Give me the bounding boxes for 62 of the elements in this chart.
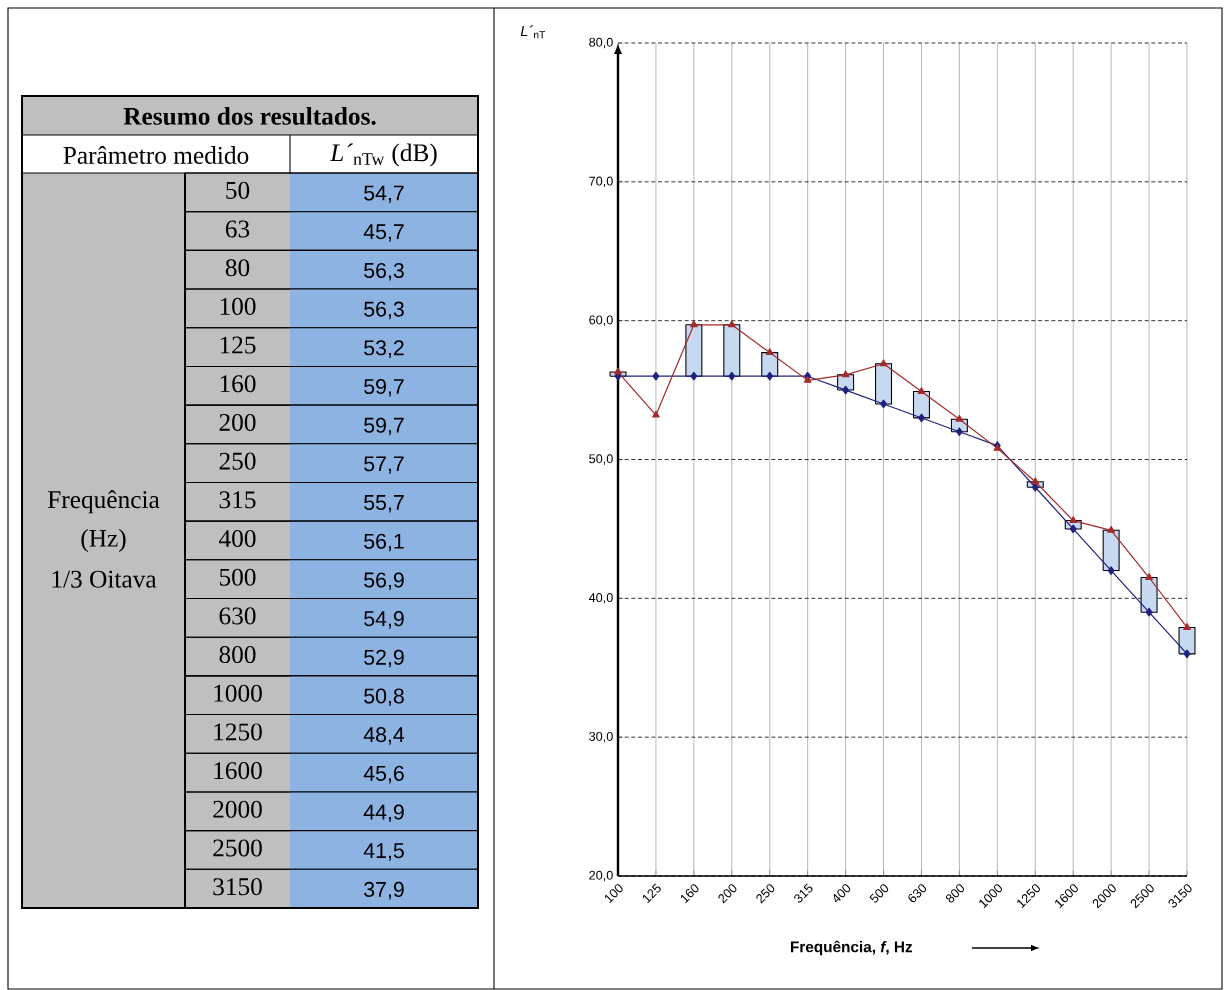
y-tick-label: 80,0: [589, 37, 613, 49]
text: 56,9: [364, 572, 404, 590]
text: 44,9: [363, 804, 404, 823]
x-tick-label: 400: [833, 884, 851, 903]
text: 57,7: [364, 456, 404, 474]
text: 56,3: [364, 301, 404, 320]
category-label: 630: [219, 607, 256, 625]
category-label: 80: [225, 259, 250, 277]
text: 45,7: [363, 224, 404, 242]
category-label: 63: [225, 220, 250, 238]
category-label: 2500: [213, 839, 262, 857]
y-tick-label: 40,0: [588, 593, 613, 604]
category-label: 250: [219, 452, 256, 470]
category-label: 160: [220, 375, 256, 393]
text: 53,2: [364, 340, 404, 358]
text: 59,7: [364, 417, 404, 436]
text: 55,7: [364, 495, 404, 513]
y-tick-label: 50,0: [589, 454, 613, 465]
x-tick-label: 160: [680, 884, 699, 904]
text: 56,1: [364, 533, 404, 552]
category-label: 100: [220, 297, 256, 315]
text: (Hz): [81, 529, 126, 552]
category-label: 1000: [214, 684, 262, 702]
text: Resumo dos resultados.: [123, 107, 376, 125]
text: L´$_{nTw}$ (dB): [329, 143, 437, 167]
text: 41,5: [363, 843, 404, 861]
x-tick-label: 315: [794, 883, 813, 903]
category-label: 400: [219, 529, 256, 548]
text: 50,8: [364, 688, 404, 707]
y-tick-label: 70,0: [589, 176, 613, 188]
x-tick-label: 100: [605, 884, 623, 904]
category-label: 500: [219, 568, 256, 586]
category-label: 1600: [214, 762, 262, 780]
x-tick-label: 630: [908, 884, 927, 903]
category-label: 2000: [213, 800, 262, 818]
text: 54,7: [364, 185, 404, 204]
x-tick-label: 500: [869, 884, 889, 903]
text: 56,3: [364, 262, 404, 281]
category-label: 50: [226, 181, 250, 199]
text: 59,7: [364, 378, 404, 397]
text: 52,9: [364, 649, 404, 668]
category-label: 125: [220, 336, 256, 354]
x-tick-label: 125: [642, 883, 661, 904]
text: Parâmetro medido: [63, 146, 249, 164]
text: 54,9: [364, 611, 404, 629]
text: Frequência: [47, 490, 160, 514]
y-tick-label: 60,0: [589, 315, 613, 326]
category-label: 200: [219, 413, 256, 431]
text: 45,6: [363, 765, 404, 784]
category-label: 800: [219, 646, 256, 664]
y-tick-label: 30,0: [589, 731, 613, 743]
x-tick-label: 200: [718, 884, 737, 904]
category-label: 1250: [214, 723, 262, 741]
category-label: 315: [219, 491, 256, 509]
y-tick-label: 20,0: [589, 870, 613, 882]
y-axis-title: L´$_{nT}$: [520, 25, 546, 39]
x-tick-label: 250: [756, 884, 775, 904]
x-tick-label: 800: [945, 884, 965, 903]
text: 48,4: [363, 727, 405, 745]
x-axis-title: Frequência, f, Hz: [790, 940, 913, 956]
text: 1/3 Oitava: [52, 570, 157, 588]
text: 37,9: [364, 881, 404, 900]
